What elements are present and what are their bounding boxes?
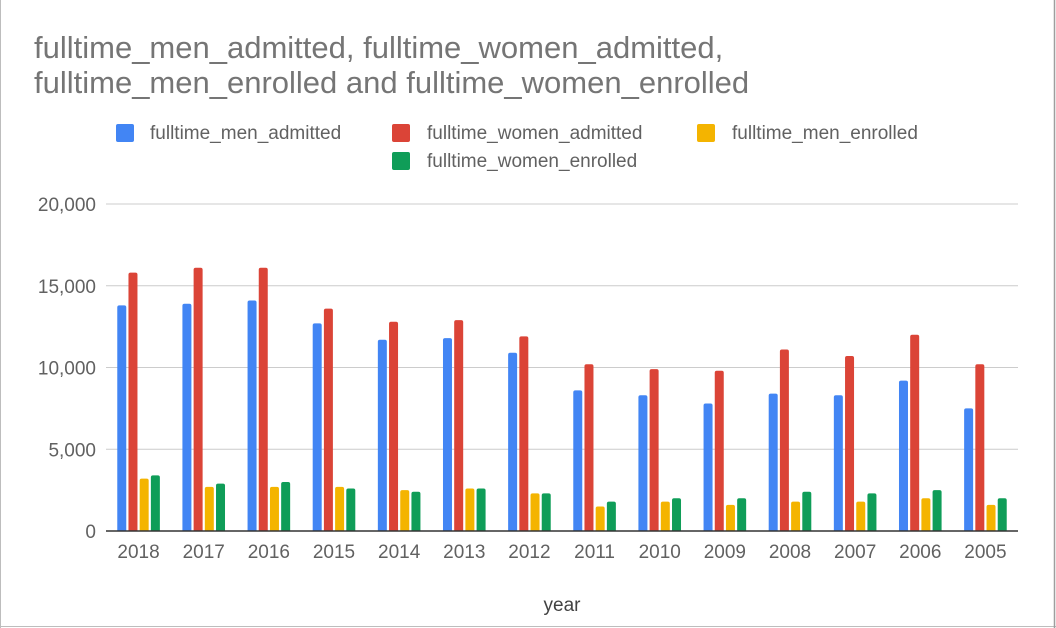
bar-fulltime-women-enrolled-2016[interactable] xyxy=(281,481,291,531)
x-tick-label-2011: 2011 xyxy=(574,542,615,563)
x-tick-label-2008: 2008 xyxy=(769,542,811,563)
bar-fulltime-men-enrolled-2013[interactable] xyxy=(465,488,475,531)
bar-fulltime-women-admitted-2009[interactable] xyxy=(714,370,724,531)
x-tick-label-2006: 2006 xyxy=(899,542,941,563)
bar-fulltime-women-enrolled-2014[interactable] xyxy=(411,491,421,531)
bar-fulltime-men-admitted-2016[interactable] xyxy=(247,300,257,531)
bar-fulltime-men-admitted-2006[interactable] xyxy=(898,380,908,531)
x-tick-label-2016: 2016 xyxy=(248,542,290,563)
x-axis-title: year xyxy=(544,595,582,616)
bar-fulltime-women-admitted-2007[interactable] xyxy=(845,356,855,531)
bar-fulltime-women-admitted-2006[interactable] xyxy=(910,334,920,531)
bar-fulltime-women-admitted-2018[interactable] xyxy=(128,272,138,531)
x-tick-label-2017: 2017 xyxy=(183,542,225,563)
legend-label-fulltime-women-admitted: fulltime_women_admitted xyxy=(427,123,642,144)
chart-title-line-1: fulltime_men_admitted, fulltime_women_ad… xyxy=(34,30,723,65)
legend-item-fulltime-men-admitted: fulltime_men_admitted xyxy=(116,123,341,144)
bar-fulltime-men-enrolled-2010[interactable] xyxy=(660,501,670,531)
bar-fulltime-men-enrolled-2008[interactable] xyxy=(791,501,801,531)
bar-fulltime-men-enrolled-2015[interactable] xyxy=(335,486,345,531)
x-axis-ticks: 2018 2017 2016 2015 2014 2013 2012 2011 2010 2009… xyxy=(117,542,1006,563)
bar-fulltime-men-enrolled-2017[interactable] xyxy=(204,486,214,531)
bar-fulltime-men-enrolled-2005[interactable] xyxy=(986,504,996,531)
chart-title-line-2: fulltime_men_enrolled and fulltime_women… xyxy=(34,65,749,100)
bar-fulltime-women-enrolled-2007[interactable] xyxy=(867,493,877,531)
y-tick-label-0: 0 xyxy=(85,522,96,543)
y-axis-ticks: 0 5,000 10,000 15,000 20,000 xyxy=(38,195,96,543)
legend-swatch-fulltime-women-admitted xyxy=(392,124,410,142)
bar-fulltime-men-enrolled-2014[interactable] xyxy=(400,490,410,531)
bar-fulltime-men-admitted-2018[interactable] xyxy=(117,305,127,531)
gridlines xyxy=(106,203,1018,450)
legend-swatch-fulltime-men-enrolled xyxy=(697,124,715,142)
bar-fulltime-men-admitted-2008[interactable] xyxy=(768,393,778,531)
bar-fulltime-women-admitted-2013[interactable] xyxy=(454,320,464,531)
legend-label-fulltime-men-admitted: fulltime_men_admitted xyxy=(150,123,341,144)
bar-fulltime-women-enrolled-2015[interactable] xyxy=(346,488,356,531)
bar-fulltime-men-enrolled-2011[interactable] xyxy=(595,506,605,531)
x-tick-label-2013: 2013 xyxy=(443,542,485,563)
bar-fulltime-men-admitted-2014[interactable] xyxy=(377,339,387,531)
bar-fulltime-men-enrolled-2009[interactable] xyxy=(725,504,735,531)
bar-fulltime-women-admitted-2008[interactable] xyxy=(779,349,789,531)
bar-fulltime-men-enrolled-2012[interactable] xyxy=(530,493,540,531)
y-tick-label-15-000: 15,000 xyxy=(38,277,96,298)
bar-fulltime-women-admitted-2016[interactable] xyxy=(258,267,268,531)
bar-fulltime-women-admitted-2012[interactable] xyxy=(519,336,529,531)
bar-fulltime-women-admitted-2010[interactable] xyxy=(649,369,659,531)
bar-fulltime-men-admitted-2012[interactable] xyxy=(508,352,518,531)
x-tick-label-2005: 2005 xyxy=(964,542,1006,563)
bar-fulltime-men-admitted-2009[interactable] xyxy=(703,403,713,531)
y-tick-label-10-000: 10,000 xyxy=(38,359,96,380)
bar-fulltime-women-enrolled-2008[interactable] xyxy=(802,491,812,531)
legend-label-fulltime-women-enrolled: fulltime_women_enrolled xyxy=(427,151,637,172)
y-tick-label-20-000: 20,000 xyxy=(38,195,96,216)
bar-fulltime-men-admitted-2017[interactable] xyxy=(182,303,192,531)
legend: fulltime_men_admitted fulltime_women_adm… xyxy=(116,123,918,172)
bar-fulltime-women-admitted-2005[interactable] xyxy=(975,364,985,531)
bar-fulltime-women-enrolled-2009[interactable] xyxy=(737,498,747,531)
bar-fulltime-men-admitted-2010[interactable] xyxy=(638,395,648,531)
legend-item-fulltime-men-enrolled: fulltime_men_enrolled xyxy=(697,123,918,144)
bar-fulltime-men-enrolled-2006[interactable] xyxy=(921,498,931,531)
bar-fulltime-men-admitted-2007[interactable] xyxy=(833,395,843,531)
bar-fulltime-men-enrolled-2016[interactable] xyxy=(269,486,279,531)
legend-item-fulltime-women-admitted: fulltime_women_admitted xyxy=(392,123,642,144)
x-tick-label-2015: 2015 xyxy=(313,542,355,563)
legend-label-fulltime-men-enrolled: fulltime_men_enrolled xyxy=(732,123,918,144)
bar-fulltime-women-admitted-2015[interactable] xyxy=(323,308,333,531)
x-tick-label-2014: 2014 xyxy=(378,542,421,563)
legend-swatch-fulltime-men-admitted xyxy=(116,124,134,142)
bar-fulltime-men-enrolled-2018[interactable] xyxy=(139,478,149,531)
bar-fulltime-men-admitted-2011[interactable] xyxy=(573,390,583,531)
bar-fulltime-women-admitted-2014[interactable] xyxy=(389,321,399,531)
x-tick-label-2009: 2009 xyxy=(704,542,746,563)
bar-fulltime-women-enrolled-2013[interactable] xyxy=(476,488,486,531)
bar-fulltime-women-enrolled-2018[interactable] xyxy=(150,475,160,531)
bar-fulltime-women-enrolled-2017[interactable] xyxy=(216,483,226,531)
bar-fulltime-women-enrolled-2006[interactable] xyxy=(932,490,942,531)
x-tick-label-2010: 2010 xyxy=(639,542,681,563)
bar-fulltime-women-admitted-2011[interactable] xyxy=(584,364,594,531)
x-tick-label-2007: 2007 xyxy=(834,542,876,563)
bar-fulltime-men-enrolled-2007[interactable] xyxy=(856,501,866,531)
bar-fulltime-men-admitted-2005[interactable] xyxy=(964,408,974,531)
x-tick-label-2012: 2012 xyxy=(508,542,550,563)
bars xyxy=(117,267,1007,531)
legend-item-fulltime-women-enrolled: fulltime_women_enrolled xyxy=(392,151,637,172)
bar-fulltime-men-admitted-2015[interactable] xyxy=(312,323,322,531)
y-tick-label-5-000: 5,000 xyxy=(48,440,96,461)
bar-fulltime-men-admitted-2013[interactable] xyxy=(442,338,452,531)
legend-swatch-fulltime-women-enrolled xyxy=(392,152,410,170)
bar-fulltime-women-enrolled-2012[interactable] xyxy=(541,493,551,531)
x-tick-label-2018: 2018 xyxy=(117,542,159,563)
bar-fulltime-women-enrolled-2010[interactable] xyxy=(672,498,682,531)
bar-fulltime-women-admitted-2017[interactable] xyxy=(193,267,203,531)
bar-fulltime-women-enrolled-2005[interactable] xyxy=(997,498,1007,531)
bar-fulltime-women-enrolled-2011[interactable] xyxy=(606,501,616,531)
